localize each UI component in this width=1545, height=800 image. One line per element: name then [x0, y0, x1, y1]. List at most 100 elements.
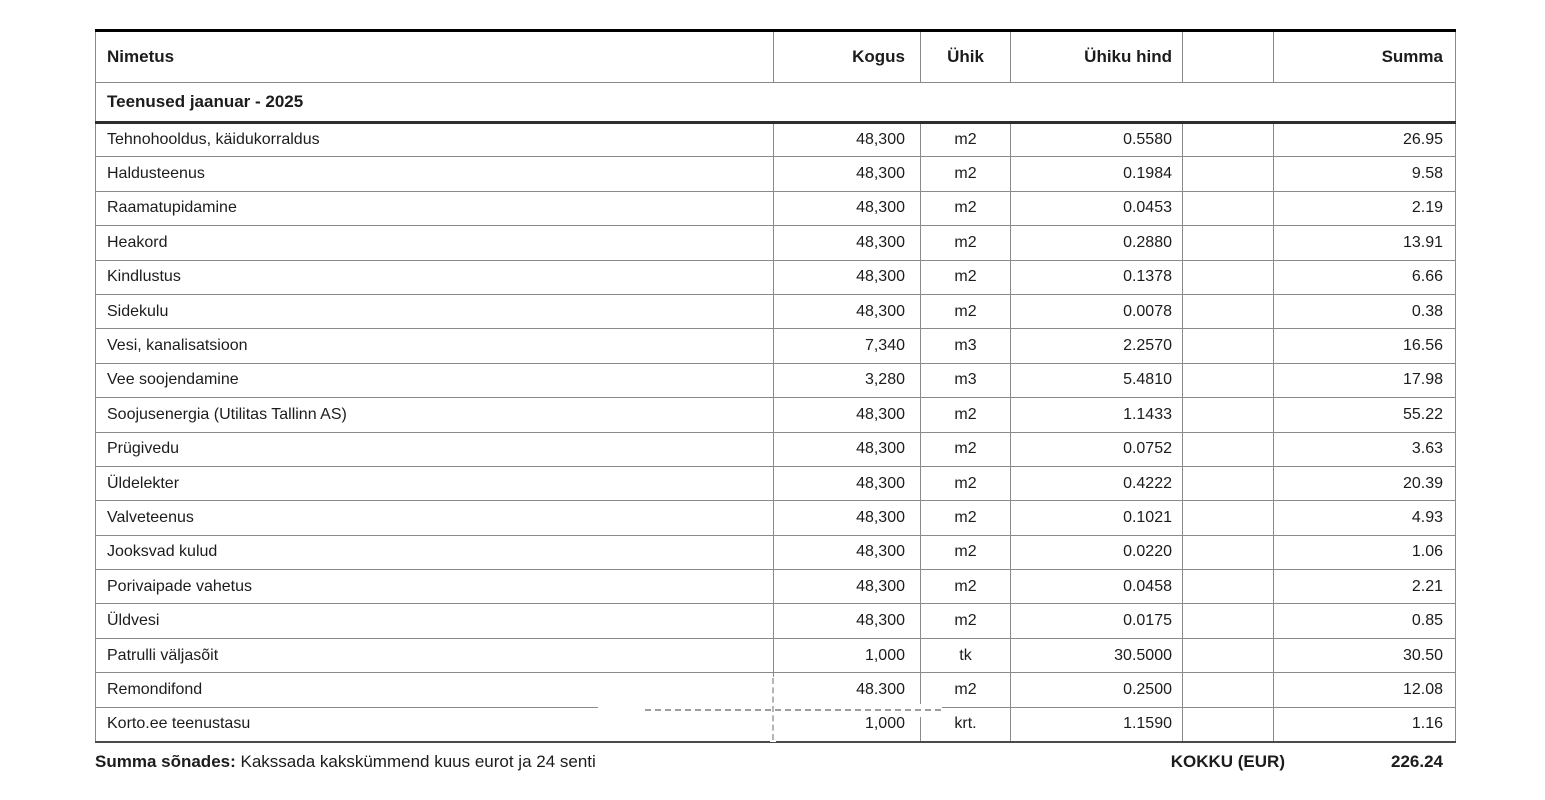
cell-empty	[1182, 362, 1274, 399]
cell-summa: 3.63	[1273, 431, 1456, 467]
cell-yhiku-hind: 0.0078	[1010, 293, 1183, 330]
cell-yhiku-hind: 0.2500	[1010, 672, 1183, 708]
table-row: Heakord 48,300 m2 0.2880 13.91	[95, 225, 1456, 261]
cell-nimetus: Sidekulu	[95, 293, 774, 330]
cell-yhik: m2	[920, 534, 1011, 571]
cell-summa: 1.16	[1273, 706, 1456, 743]
cell-nimetus: Heakord	[95, 225, 774, 261]
smudge-overlay	[820, 693, 833, 702]
cell-yhiku-hind: 0.0458	[1010, 569, 1183, 605]
cell-empty	[1182, 465, 1274, 502]
cell-kogus: 48,300	[773, 534, 921, 571]
cell-summa: 6.66	[1273, 259, 1456, 295]
cell-yhik: m2	[920, 465, 1011, 502]
col-header-yhik: Ühik	[920, 30, 1011, 83]
cell-summa: 13.91	[1273, 225, 1456, 261]
cell-nimetus: Raamatupidamine	[95, 190, 774, 227]
cell-nimetus: Kindlustus	[95, 259, 774, 295]
cell-yhik: m2	[920, 156, 1011, 192]
cell-nimetus: Soojusenergia (Utilitas Tallinn AS)	[95, 397, 774, 433]
col-header-empty	[1182, 30, 1274, 83]
total-value: 226.24	[1391, 752, 1443, 771]
cell-kogus: 48,300	[773, 397, 921, 433]
cell-yhik: m3	[920, 328, 1011, 364]
cell-summa: 30.50	[1273, 637, 1456, 674]
cell-yhik: m2	[920, 397, 1011, 433]
table-row: Üldvesi 48,300 m2 0.0175 0.85	[95, 603, 1456, 639]
table-row: Vee soojendamine 3,280 m3 5.4810 17.98	[95, 362, 1456, 399]
cell-nimetus: Vesi, kanalisatsioon	[95, 328, 774, 364]
cell-yhiku-hind: 1.1590	[1010, 706, 1183, 743]
cell-kogus: 48,300	[773, 259, 921, 295]
cell-empty	[1182, 190, 1274, 227]
cell-empty	[1182, 706, 1274, 743]
cell-kogus: 48,300	[773, 225, 921, 261]
cell-nimetus: Üldelekter	[95, 465, 774, 502]
cell-summa: 2.19	[1273, 190, 1456, 227]
cell-summa: 26.95	[1273, 121, 1456, 158]
cell-yhiku-hind: 0.0175	[1010, 603, 1183, 639]
section-title: Teenused jaanuar - 2025	[95, 82, 1456, 124]
table-header-row: Nimetus Kogus Ühik Ühiku hind Summa	[95, 30, 1456, 83]
cell-yhik: m2	[920, 259, 1011, 295]
section-row: Teenused jaanuar - 2025	[95, 82, 1456, 124]
cell-yhik: m2	[920, 293, 1011, 330]
cell-kogus: 48,300	[773, 465, 921, 502]
table-row: Tehnohooldus, käidukorraldus 48,300 m2 0…	[95, 121, 1456, 158]
cell-kogus: 48,300	[773, 603, 921, 639]
cell-kogus: 48,300	[773, 672, 921, 708]
smudge-overlay	[857, 694, 887, 702]
cell-yhiku-hind: 0.2880	[1010, 225, 1183, 261]
table-row: Kindlustus 48,300 m2 0.1378 6.66	[95, 259, 1456, 295]
totals-footer: Summa sõnades: Kakssada kakskümmend kuus…	[95, 752, 1455, 772]
cell-yhiku-hind: 30.5000	[1010, 637, 1183, 674]
cell-summa: 9.58	[1273, 156, 1456, 192]
cell-kogus: 7,340	[773, 328, 921, 364]
cell-kogus: 1,000	[773, 637, 921, 674]
dashed-line-artifact	[772, 678, 774, 740]
cell-yhiku-hind: 0.0752	[1010, 431, 1183, 467]
cell-kogus: 48,300	[773, 156, 921, 192]
total-label: KOKKU (EUR)	[1170, 752, 1285, 771]
col-header-yhiku-hind: Ühiku hind	[1010, 30, 1183, 83]
cell-empty	[1182, 672, 1274, 708]
table-row: Raamatupidamine 48,300 m2 0.0453 2.19	[95, 190, 1456, 227]
cell-summa: 55.22	[1273, 397, 1456, 433]
cell-kogus: 48,300	[773, 190, 921, 227]
cell-nimetus: Tehnohooldus, käidukorraldus	[95, 121, 774, 158]
cell-yhiku-hind: 2.2570	[1010, 328, 1183, 364]
cell-yhik: m3	[920, 362, 1011, 399]
cell-yhik: m2	[920, 121, 1011, 158]
cell-nimetus: Remondifond	[95, 672, 774, 708]
cell-empty	[1182, 603, 1274, 639]
table-row: Vesi, kanalisatsioon 7,340 m3 2.2570 16.…	[95, 328, 1456, 364]
cell-empty	[1182, 156, 1274, 192]
table-row: Haldusteenus 48,300 m2 0.1984 9.58	[95, 156, 1456, 192]
cell-yhik: m2	[920, 569, 1011, 605]
cell-empty	[1182, 121, 1274, 158]
table-row: Üldelekter 48,300 m2 0.4222 20.39	[95, 465, 1456, 502]
cell-summa: 16.56	[1273, 328, 1456, 364]
cell-empty	[1182, 328, 1274, 364]
cell-yhik: m2	[920, 431, 1011, 467]
sum-in-words-label: Summa sõnades:	[95, 752, 241, 771]
cell-nimetus: Valveteenus	[95, 500, 774, 536]
services-table: Nimetus Kogus Ühik Ühiku hind Summa Teen…	[95, 29, 1456, 743]
table-row: Prügivedu 48,300 m2 0.0752 3.63	[95, 431, 1456, 467]
cell-nimetus: Porivaipade vahetus	[95, 569, 774, 605]
cell-summa: 4.93	[1273, 500, 1456, 536]
cell-yhik: tk	[920, 637, 1011, 674]
cell-yhik: m2	[920, 225, 1011, 261]
col-header-summa: Summa	[1273, 30, 1456, 83]
cell-nimetus: Üldvesi	[95, 603, 774, 639]
cell-nimetus: Prügivedu	[95, 431, 774, 467]
cell-yhiku-hind: 0.5580	[1010, 121, 1183, 158]
cell-nimetus: Vee soojendamine	[95, 362, 774, 399]
cell-empty	[1182, 637, 1274, 674]
cell-yhiku-hind: 0.1021	[1010, 500, 1183, 536]
cell-yhiku-hind: 0.1984	[1010, 156, 1183, 192]
cell-kogus: 3,280	[773, 362, 921, 399]
sum-in-words-text: Kakssada kakskümmend kuus eurot ja 24 se…	[240, 752, 596, 771]
col-header-kogus: Kogus	[773, 30, 921, 83]
